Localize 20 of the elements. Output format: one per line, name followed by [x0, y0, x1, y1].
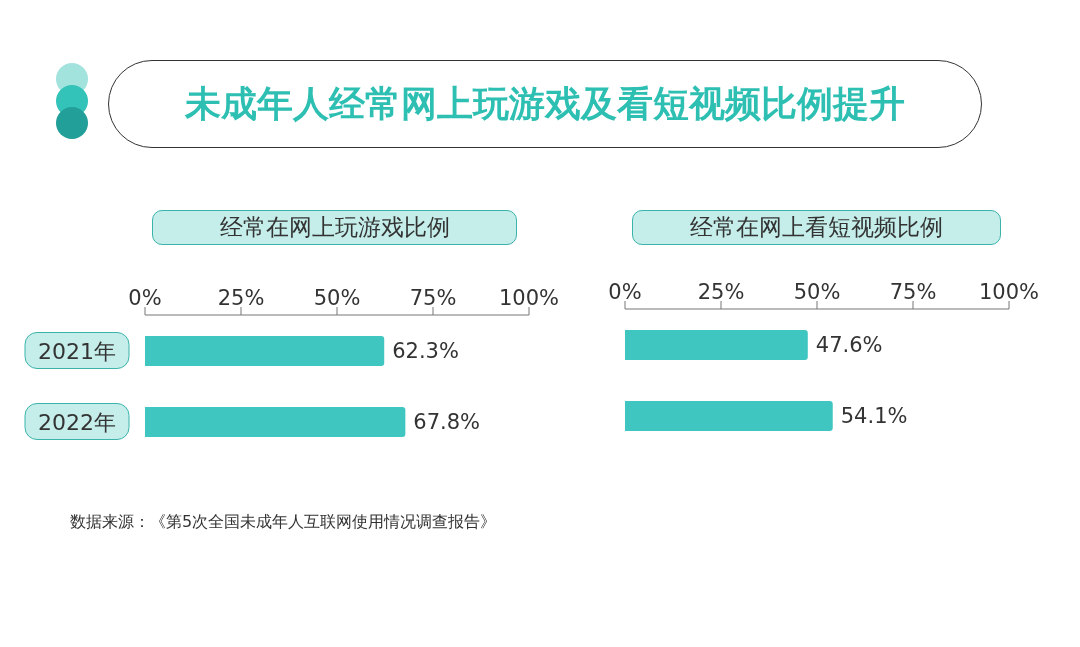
- data-label: 47.6%: [815, 333, 883, 358]
- chart-title: 经常在网上看短视频比例: [632, 210, 1001, 245]
- x-tick-label: 50%: [313, 286, 361, 310]
- x-tick-label: 0%: [608, 280, 642, 304]
- data-label: 54.1%: [840, 404, 908, 429]
- y-tick-label: 2021年: [38, 338, 116, 364]
- y-tick-label: 2022年: [38, 409, 116, 435]
- data-label: 67.8%: [413, 410, 481, 435]
- x-tick-label: 75%: [889, 280, 937, 304]
- x-tick-label: 100%: [978, 280, 1040, 304]
- x-tick-label: 100%: [498, 286, 560, 310]
- source-note: 数据来源：《第5次全国未成年人互联网使用情况调查报告》: [70, 512, 497, 533]
- x-tick-label: 75%: [409, 286, 457, 310]
- chart-title: 未成年人经常网上玩游戏及看短视频比例提升: [108, 60, 982, 148]
- x-tick-label: 50%: [793, 280, 841, 304]
- chart-subtitle: 经常在网上玩游戏比例: [152, 210, 517, 245]
- data-label: 62.3%: [392, 339, 459, 364]
- x-tick-label: 25%: [697, 280, 745, 304]
- x-tick-label: 25%: [217, 286, 265, 310]
- x-tick-label: 0%: [128, 286, 162, 310]
